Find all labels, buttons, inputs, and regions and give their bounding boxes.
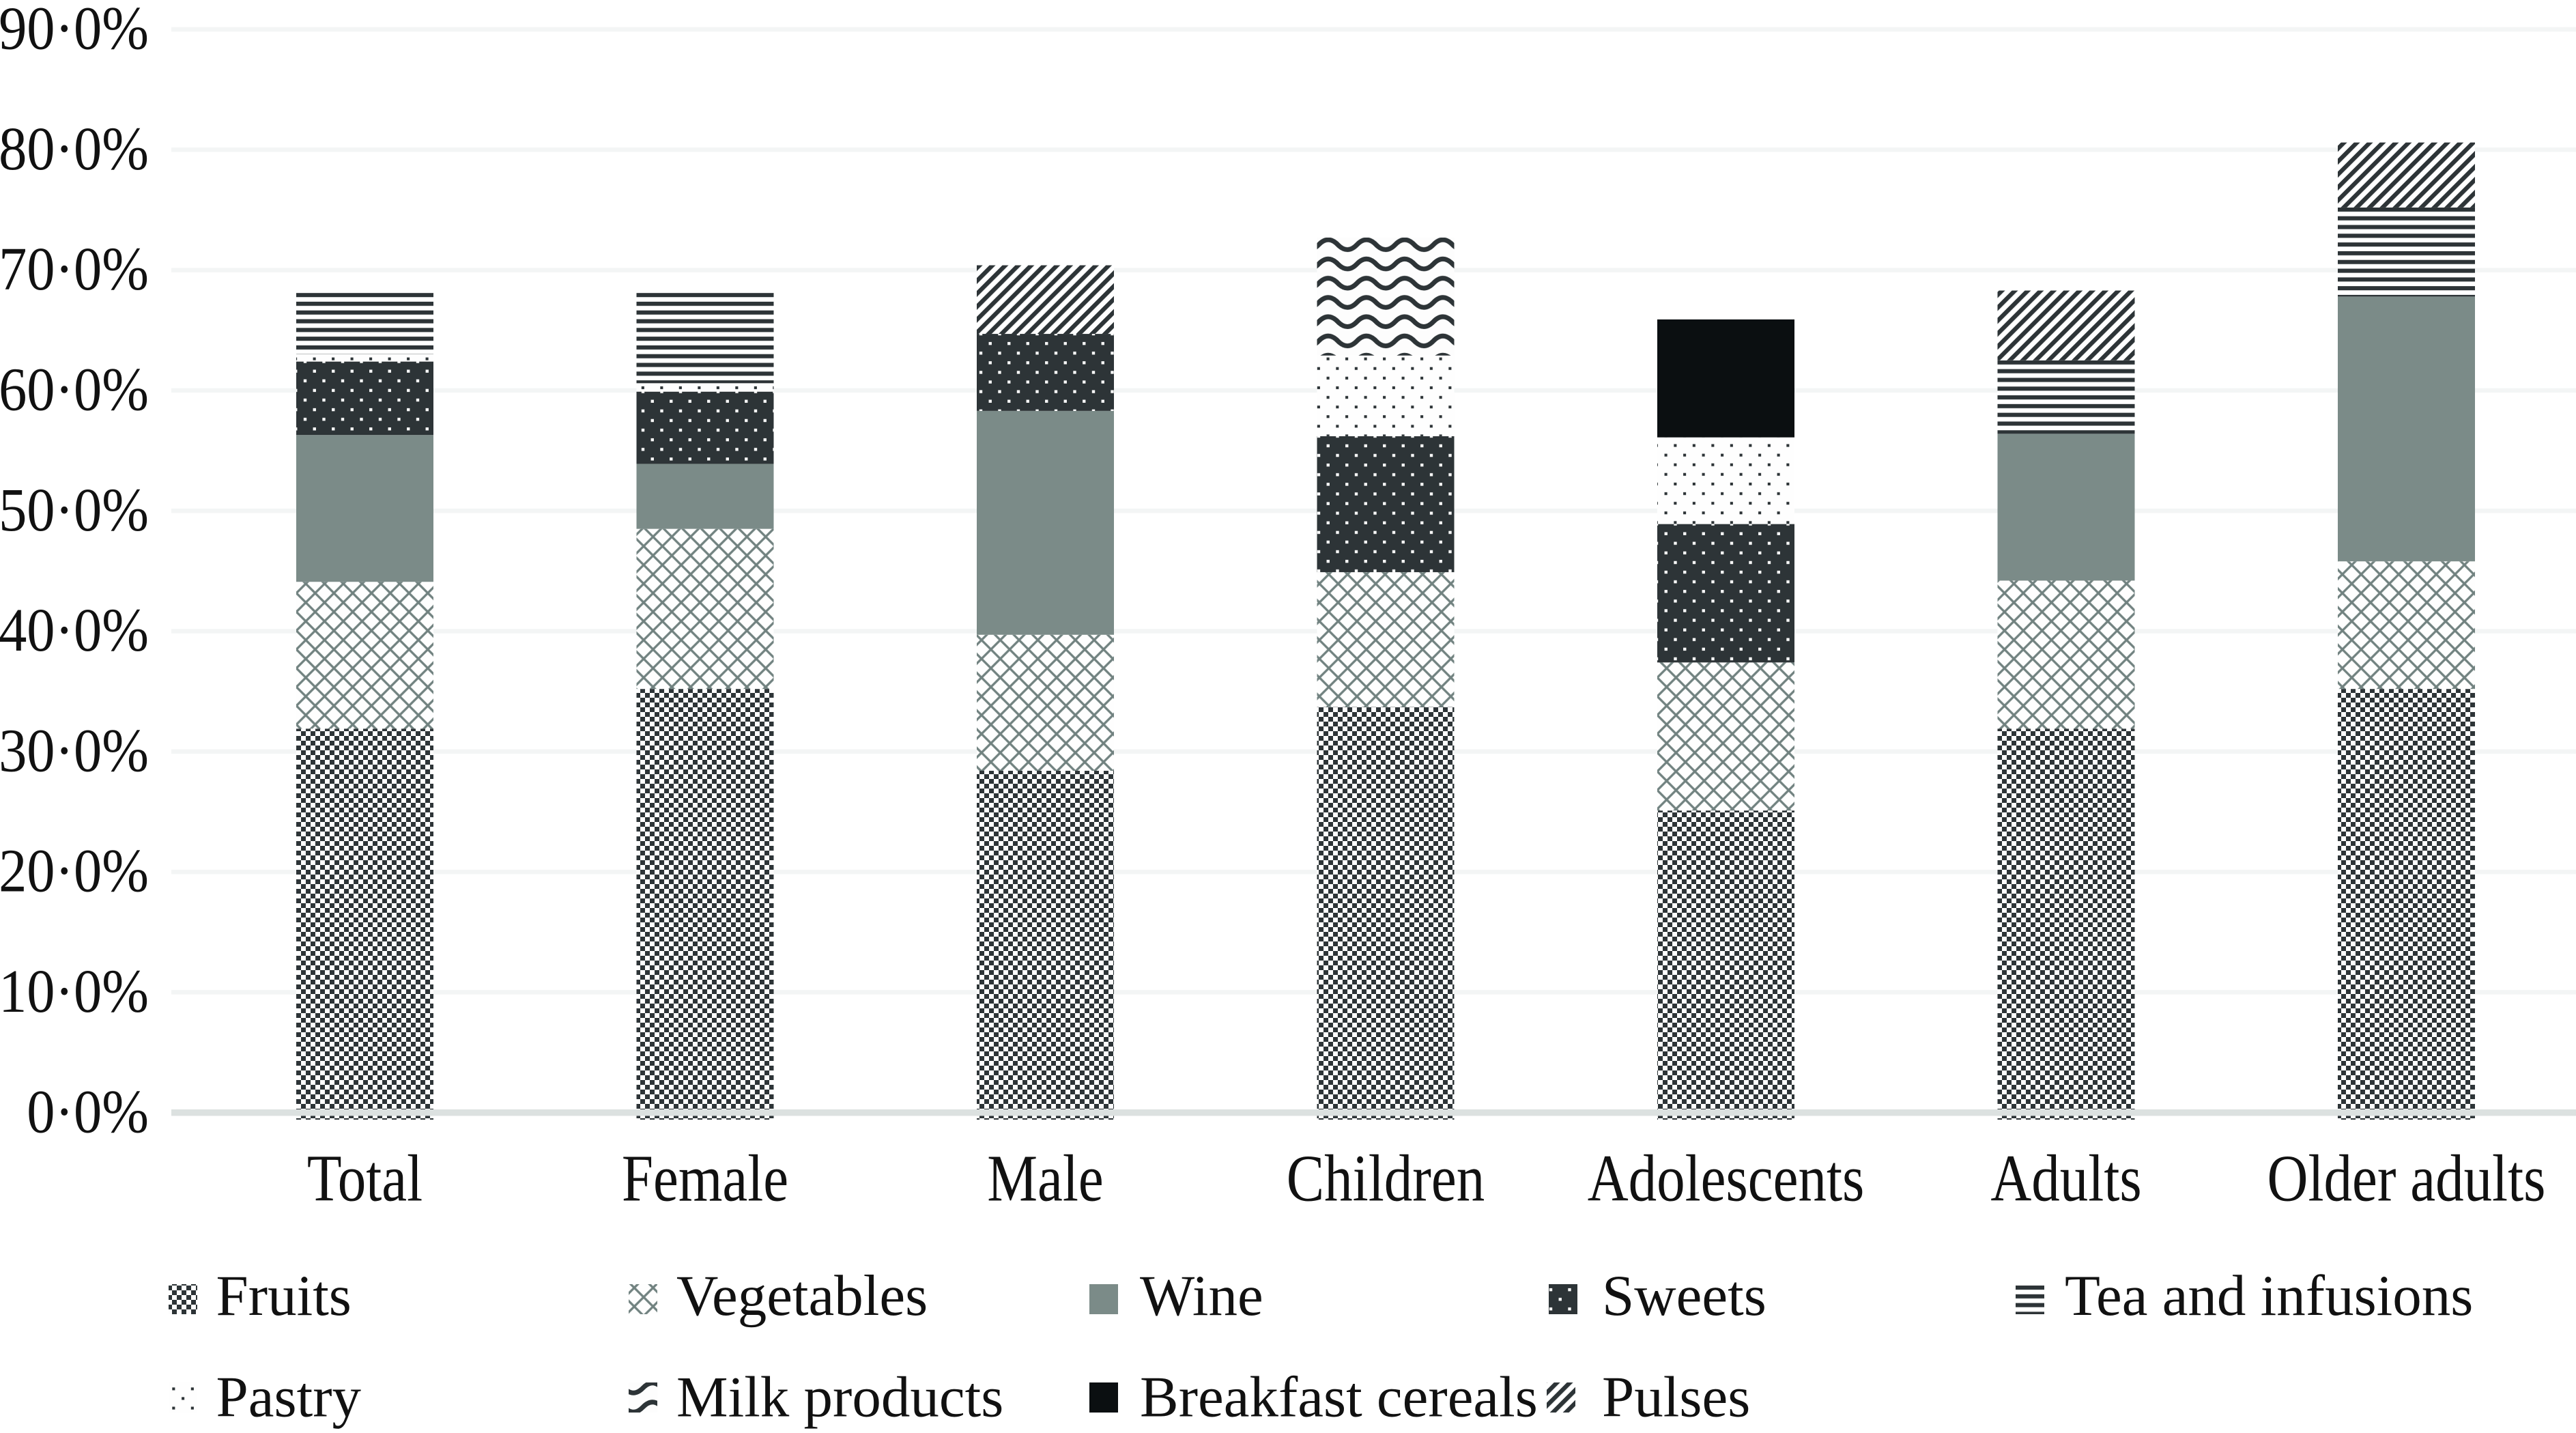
svg-text:Adults: Adults	[1990, 1141, 2141, 1215]
svg-text:40·0%: 40·0%	[0, 596, 149, 664]
svg-text:Milk products: Milk products	[676, 1365, 1003, 1430]
svg-text:80·0%: 80·0%	[0, 115, 149, 183]
svg-text:10·0%: 10·0%	[0, 957, 149, 1025]
svg-text:90·0%: 90·0%	[0, 0, 149, 62]
svg-text:20·0%: 20·0%	[0, 837, 149, 905]
svg-text:Total: Total	[307, 1141, 423, 1215]
svg-text:Older adults: Older adults	[2267, 1141, 2546, 1215]
svg-text:30·0%: 30·0%	[0, 716, 149, 784]
svg-text:Breakfast cereals: Breakfast cereals	[1140, 1365, 1538, 1430]
svg-text:Sweets: Sweets	[1602, 1264, 1766, 1328]
svg-text:Children: Children	[1287, 1141, 1485, 1215]
svg-text:0·0%: 0·0%	[27, 1077, 149, 1146]
svg-text:Adolescents: Adolescents	[1588, 1141, 1865, 1215]
svg-text:Pulses: Pulses	[1602, 1365, 1750, 1430]
svg-text:Tea and infusions: Tea and infusions	[2065, 1264, 2473, 1328]
svg-text:Vegetables: Vegetables	[676, 1264, 928, 1328]
svg-text:Female: Female	[622, 1141, 788, 1215]
svg-text:Wine: Wine	[1140, 1264, 1263, 1328]
svg-text:70·0%: 70·0%	[0, 235, 149, 303]
svg-text:50·0%: 50·0%	[0, 476, 149, 544]
svg-text:Male: Male	[987, 1141, 1104, 1215]
svg-text:Pastry: Pastry	[216, 1365, 362, 1430]
svg-text:Fruits: Fruits	[216, 1264, 352, 1328]
svg-text:60·0%: 60·0%	[0, 355, 149, 423]
